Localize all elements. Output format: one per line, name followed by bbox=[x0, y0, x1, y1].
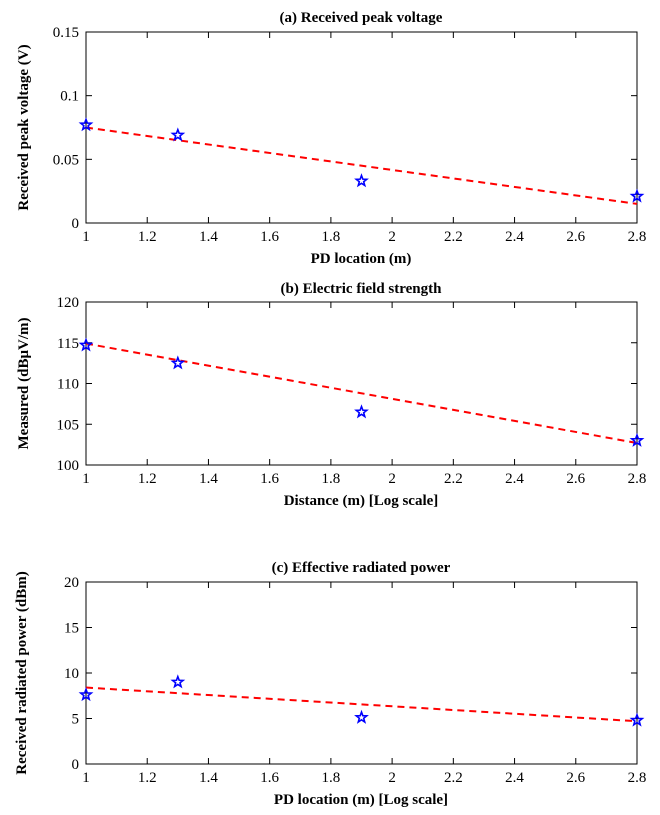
x-tick-label-b: 1.8 bbox=[322, 471, 341, 487]
data-point-a bbox=[170, 127, 186, 142]
y-tick-label-a: 0.05 bbox=[53, 152, 79, 168]
x-tick-label-b: 1.6 bbox=[260, 471, 279, 487]
y-axis-label-c: Received radiated power (dBm) bbox=[14, 571, 30, 774]
x-tick-label-a: 2.6 bbox=[566, 229, 585, 245]
x-tick-label-c: 2.6 bbox=[566, 770, 585, 786]
y-tick-label-c: 10 bbox=[64, 666, 79, 682]
x-tick-label-c: 2.2 bbox=[444, 770, 463, 786]
plot-area-b bbox=[85, 301, 638, 466]
x-axis-label-c: PD location (m) [Log scale] bbox=[274, 792, 448, 808]
x-axis-label-a: PD location (m) bbox=[311, 251, 412, 267]
x-tick-label-c: 2.4 bbox=[505, 770, 524, 786]
x-tick-label-b: 2.4 bbox=[505, 471, 524, 487]
y-tick-label-b: 110 bbox=[57, 377, 79, 393]
data-point-b bbox=[170, 355, 186, 370]
chart-title-c: (c) Effective radiated power bbox=[272, 560, 451, 576]
data-point-b bbox=[629, 432, 645, 447]
y-tick-label-a: 0 bbox=[72, 216, 80, 232]
y-tick-label-a: 0.1 bbox=[60, 89, 79, 105]
panel-a: (a) Received peak voltage PD location (m… bbox=[16, 10, 646, 267]
x-tick-label-b: 1 bbox=[82, 471, 90, 487]
x-tick-label-a: 2.2 bbox=[444, 229, 463, 245]
x-tick-label-b: 2.8 bbox=[628, 471, 647, 487]
panel-b: (b) Electric field strength Distance (m)… bbox=[16, 281, 646, 509]
x-tick-label-c: 1.8 bbox=[322, 770, 341, 786]
trend-line-a bbox=[85, 126, 638, 205]
x-tick-label-c: 1 bbox=[82, 770, 90, 786]
y-tick-label-b: 105 bbox=[57, 417, 80, 433]
x-tick-label-b: 1.4 bbox=[199, 471, 218, 487]
x-tick-label-c: 1.4 bbox=[199, 770, 218, 786]
y-tick-label-b: 115 bbox=[57, 336, 79, 352]
data-point-b bbox=[78, 337, 94, 352]
y-tick-label-a: 0.15 bbox=[53, 25, 79, 41]
data-point-c bbox=[170, 674, 186, 689]
x-tick-label-c: 2.8 bbox=[628, 770, 647, 786]
y-tick-label-c: 20 bbox=[64, 575, 79, 591]
x-tick-label-a: 1 bbox=[82, 229, 90, 245]
data-point-a bbox=[354, 173, 369, 188]
x-tick-label-a: 2.4 bbox=[505, 229, 524, 245]
plot-area-a bbox=[85, 31, 638, 224]
chart-title-b: (b) Electric field strength bbox=[281, 281, 443, 297]
x-tick-label-a: 2 bbox=[388, 229, 396, 245]
x-tick-label-c: 2 bbox=[388, 770, 396, 786]
y-tick-label-b: 100 bbox=[57, 458, 80, 474]
y-tick-label-c: 5 bbox=[72, 712, 80, 728]
y-tick-label-b: 120 bbox=[57, 295, 80, 311]
x-tick-label-a: 1.8 bbox=[322, 229, 341, 245]
x-tick-label-a: 1.6 bbox=[260, 229, 279, 245]
data-point-b bbox=[354, 404, 369, 419]
panel-c: (c) Effective radiated power PD location… bbox=[14, 560, 646, 808]
y-tick-label-c: 15 bbox=[64, 621, 79, 637]
chart-title-a: (a) Received peak voltage bbox=[280, 10, 443, 26]
data-point-a bbox=[78, 117, 94, 132]
x-tick-label-b: 1.2 bbox=[138, 471, 157, 487]
x-tick-label-b: 2 bbox=[388, 471, 396, 487]
x-tick-label-c: 1.6 bbox=[260, 770, 279, 786]
x-tick-label-b: 2.6 bbox=[566, 471, 585, 487]
data-point-c bbox=[354, 709, 369, 724]
plot-area-c bbox=[85, 581, 638, 765]
trend-line-b bbox=[85, 342, 638, 444]
data-point-c bbox=[629, 712, 645, 727]
x-tick-label-a: 2.8 bbox=[628, 229, 647, 245]
x-tick-label-a: 1.4 bbox=[199, 229, 218, 245]
data-point-a bbox=[629, 188, 645, 203]
x-tick-label-b: 2.2 bbox=[444, 471, 463, 487]
y-tick-label-c: 0 bbox=[72, 757, 80, 773]
y-axis-label-a: Received peak voltage (V) bbox=[16, 44, 32, 210]
x-axis-label-b: Distance (m) [Log scale] bbox=[284, 493, 439, 509]
trend-line-c bbox=[85, 686, 638, 723]
x-tick-label-c: 1.2 bbox=[138, 770, 157, 786]
data-point-c bbox=[78, 687, 94, 702]
x-tick-label-a: 1.2 bbox=[138, 229, 157, 245]
y-axis-label-b: Measured (dBμV/m) bbox=[16, 318, 32, 450]
